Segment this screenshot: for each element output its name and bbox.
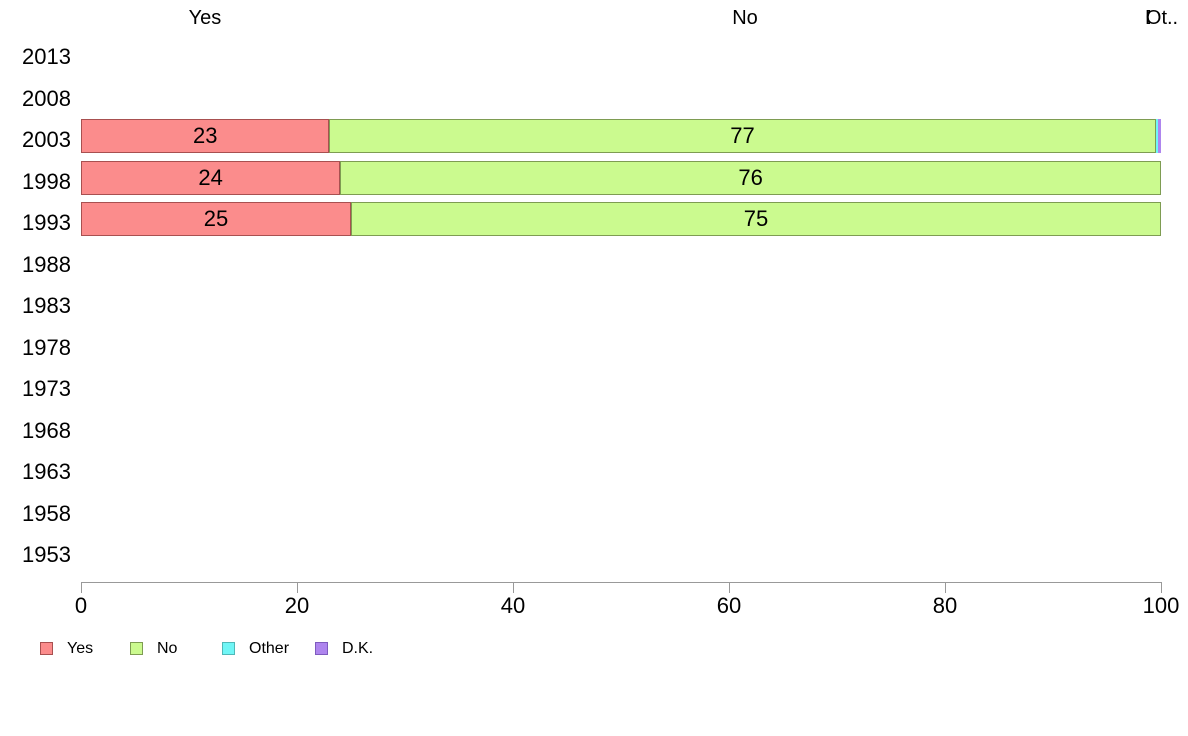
legend-swatch <box>222 642 235 655</box>
x-axis-line <box>81 582 1162 583</box>
bar-value-label: 24 <box>198 164 223 190</box>
x-tick <box>81 582 82 593</box>
bar-value-label: 77 <box>730 123 755 148</box>
bar-value-label: 75 <box>743 206 769 231</box>
series-header-label: No <box>732 7 758 29</box>
legend-swatch <box>40 642 53 655</box>
bar-value-label: 25 <box>203 206 229 231</box>
legend-item[interactable]: Yes <box>40 640 93 657</box>
bar-segment[interactable]: 75 <box>351 202 1161 236</box>
series-header-label: Ot.. <box>1145 7 1179 29</box>
year-label: 2003 <box>22 127 71 152</box>
series-header-label: D <box>1145 5 1150 31</box>
year-label: 1968 <box>22 417 71 443</box>
legend-label: Yes <box>67 640 94 657</box>
x-tick-label: 0 <box>74 593 88 618</box>
year-label: 1993 <box>22 210 71 235</box>
bar-value-label: 23 <box>192 123 218 148</box>
legend-swatch <box>130 642 143 655</box>
legend-swatch <box>315 642 328 655</box>
legend-label: D.K. <box>342 640 374 657</box>
year-label: 1963 <box>22 459 71 484</box>
bar-segment[interactable]: 77 <box>329 119 1156 153</box>
x-tick-label: 40 <box>500 593 526 618</box>
x-tick <box>297 582 298 593</box>
x-tick-label: 60 <box>716 593 742 618</box>
legend-label: No <box>157 640 178 657</box>
bar-segment[interactable]: 23 <box>81 119 330 153</box>
x-tick-label: 100 <box>1142 593 1180 618</box>
year-label: 1958 <box>22 500 71 526</box>
year-label: 2013 <box>22 44 71 69</box>
legend-item[interactable]: Other <box>222 640 289 657</box>
bar-row: 23 77 <box>81 119 1161 153</box>
bar-segment[interactable] <box>1155 119 1158 153</box>
year-label: 1953 <box>22 542 71 567</box>
bar-segment[interactable]: 24 <box>81 160 341 195</box>
bar-row: 24 76 <box>81 160 1161 195</box>
year-label: 1978 <box>22 334 71 360</box>
bar-segment[interactable]: 76 <box>340 160 1161 195</box>
bar-segment[interactable] <box>1157 119 1161 153</box>
series-header-label: Yes <box>188 7 222 29</box>
x-tick-label: 80 <box>932 593 958 618</box>
x-tick <box>1161 582 1162 593</box>
year-label: 1983 <box>22 293 71 318</box>
bar-row: 25 75 <box>81 202 1161 236</box>
year-label: 2008 <box>22 85 71 111</box>
x-tick <box>945 582 946 593</box>
year-label: 1998 <box>22 168 71 194</box>
year-label: 1973 <box>22 376 71 401</box>
legend-label: Other <box>249 640 290 657</box>
x-tick <box>729 582 730 593</box>
legend-item[interactable]: D.K. <box>315 640 373 657</box>
legend-item[interactable]: No <box>130 640 177 657</box>
x-tick <box>513 582 514 593</box>
x-tick-label: 20 <box>284 593 310 618</box>
bar-value-label: 76 <box>738 164 763 190</box>
bar-segment[interactable]: 25 <box>81 202 351 236</box>
year-label: 1988 <box>22 251 71 277</box>
